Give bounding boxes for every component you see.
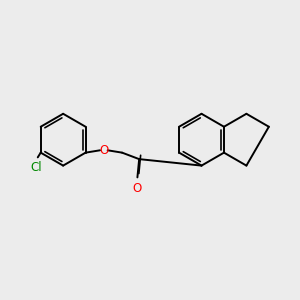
Text: O: O bbox=[133, 182, 142, 195]
Text: O: O bbox=[99, 144, 109, 157]
Text: Cl: Cl bbox=[31, 161, 42, 174]
